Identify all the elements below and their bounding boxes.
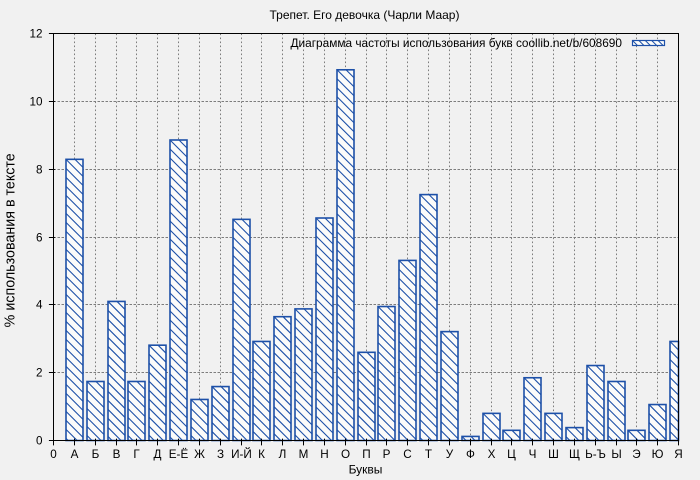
svg-text:Ы: Ы (611, 448, 621, 461)
svg-text:К: К (258, 448, 265, 461)
svg-text:0: 0 (36, 435, 43, 448)
svg-text:Е-Ё: Е-Ё (169, 448, 189, 461)
svg-text:Щ: Щ (569, 448, 580, 461)
svg-text:Ж: Ж (194, 448, 205, 461)
svg-text:Н: Н (320, 448, 328, 461)
svg-text:0: 0 (50, 448, 57, 461)
svg-text:6: 6 (36, 232, 43, 245)
svg-text:Ь-Ъ: Ь-Ъ (585, 448, 606, 461)
svg-text:Ц: Ц (507, 448, 516, 461)
svg-text:2: 2 (36, 367, 43, 380)
svg-text:Ю: Ю (652, 448, 664, 461)
svg-text:Л: Л (279, 448, 287, 461)
svg-text:10: 10 (29, 96, 43, 109)
svg-text:Г: Г (133, 448, 140, 461)
svg-text:И-Й: И-Й (231, 448, 252, 461)
svg-text:Ч: Ч (529, 448, 537, 461)
svg-text:Буквы: Буквы (349, 462, 383, 476)
svg-text:С: С (403, 448, 411, 461)
svg-text:М: М (299, 448, 309, 461)
svg-text:% использования в тексте: % использования в тексте (2, 153, 18, 327)
svg-text:П: П (362, 448, 370, 461)
svg-text:Ш: Ш (548, 448, 559, 461)
svg-text:Трепет. Его девочка (Чарли Маа: Трепет. Его девочка (Чарли Маар) (270, 8, 460, 22)
svg-text:Б: Б (92, 448, 100, 461)
svg-text:8: 8 (36, 164, 43, 177)
svg-text:З: З (217, 448, 224, 461)
svg-text:12: 12 (29, 28, 42, 41)
svg-text:Р: Р (383, 448, 391, 461)
svg-text:А: А (71, 448, 79, 461)
svg-text:Я: Я (674, 448, 682, 461)
svg-text:О: О (341, 448, 350, 461)
svg-text:Э: Э (632, 448, 640, 461)
svg-text:Д: Д (154, 448, 162, 461)
svg-text:У: У (446, 448, 454, 461)
svg-text:Ф: Ф (466, 448, 475, 461)
svg-text:Т: Т (425, 448, 432, 461)
svg-text:4: 4 (36, 299, 43, 312)
svg-text:Диаграмма частоты использовани: Диаграмма частоты использования букв coo… (291, 36, 623, 50)
svg-text:В: В (113, 448, 121, 461)
svg-text:Х: Х (488, 448, 496, 461)
